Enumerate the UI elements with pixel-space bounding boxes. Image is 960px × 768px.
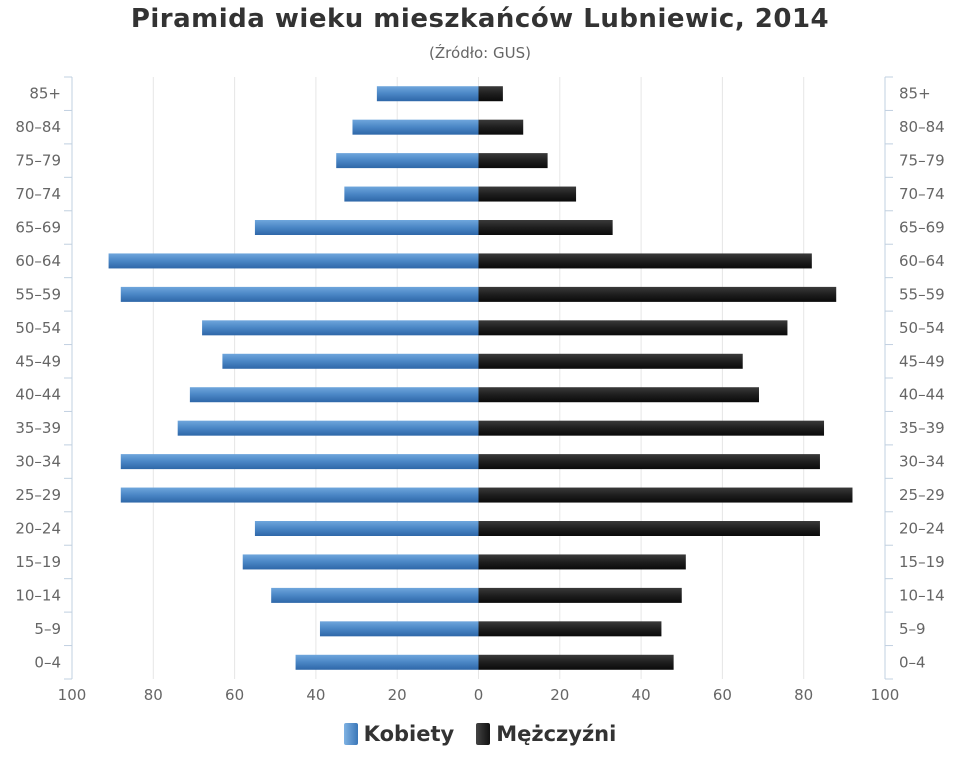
y-tick-label-left: 20–24 bbox=[15, 520, 61, 538]
y-tick-label-right: 10–14 bbox=[899, 586, 945, 604]
bar-female-20–24 bbox=[254, 521, 479, 536]
x-tick-label: 80 bbox=[794, 686, 813, 704]
bar-male-50–54 bbox=[478, 320, 788, 336]
bar-male-60–64 bbox=[478, 253, 812, 269]
x-tick-label: 60 bbox=[713, 686, 732, 704]
bar-female-60–64 bbox=[108, 253, 479, 269]
x-tick-label: 20 bbox=[550, 686, 569, 704]
y-tick-label-left: 5–9 bbox=[34, 620, 61, 638]
bar-male-15–19 bbox=[478, 554, 686, 570]
x-tick-label: 100 bbox=[58, 686, 87, 704]
legend: Kobiety Mężczyźni bbox=[0, 722, 960, 746]
y-tick-label-left: 50–54 bbox=[15, 319, 61, 337]
bar-female-75–79 bbox=[336, 153, 479, 169]
y-tick-label-right: 60–64 bbox=[899, 252, 945, 270]
y-tick-label-right: 70–74 bbox=[899, 185, 945, 203]
bar-male-55–59 bbox=[478, 286, 837, 302]
y-tick-label-right: 30–34 bbox=[899, 453, 945, 471]
bar-male-80–84 bbox=[478, 119, 524, 135]
x-tick-label: 100 bbox=[871, 686, 900, 704]
y-tick-label-right: 25–29 bbox=[899, 486, 945, 504]
y-tick-label-left: 40–44 bbox=[15, 386, 61, 404]
bar-female-40–44 bbox=[189, 387, 479, 403]
legend-swatch-male bbox=[476, 723, 491, 745]
bar-male-65–69 bbox=[478, 220, 613, 235]
y-tick-label-right: 40–44 bbox=[899, 386, 945, 404]
bar-female-30–34 bbox=[120, 454, 479, 470]
bar-female-15–19 bbox=[242, 554, 479, 570]
axes bbox=[64, 76, 893, 680]
y-tick-label-right: 85+ bbox=[899, 85, 931, 103]
y-tick-label-left: 55–59 bbox=[15, 285, 61, 303]
y-tick-label-left: 30–34 bbox=[15, 453, 61, 471]
bar-female-5–9 bbox=[319, 621, 479, 637]
y-tick-label-left: 45–49 bbox=[15, 352, 61, 370]
bar-female-55–59 bbox=[120, 286, 479, 302]
y-tick-label-left: 85+ bbox=[29, 85, 61, 103]
y-tick-label-right: 55–59 bbox=[899, 285, 945, 303]
bar-female-85+ bbox=[376, 86, 479, 102]
legend-item-male[interactable]: Mężczyźni bbox=[476, 722, 616, 746]
legend-item-female[interactable]: Kobiety bbox=[343, 722, 455, 746]
y-tick-label-left: 70–74 bbox=[15, 185, 61, 203]
y-tick-label-right: 80–84 bbox=[899, 118, 945, 136]
bar-female-35–39 bbox=[177, 420, 479, 436]
bar-male-20–24 bbox=[478, 521, 820, 536]
y-tick-label-left: 60–64 bbox=[15, 252, 61, 270]
legend-label-female: Kobiety bbox=[363, 722, 455, 746]
y-tick-label-right: 20–24 bbox=[899, 520, 945, 538]
x-tick-label: 80 bbox=[144, 686, 163, 704]
y-tick-label-right: 35–39 bbox=[899, 419, 945, 437]
bar-female-25–29 bbox=[120, 487, 479, 503]
y-tick-label-right: 5–9 bbox=[899, 620, 926, 638]
bar-male-85+ bbox=[478, 86, 503, 102]
bar-male-5–9 bbox=[478, 621, 662, 637]
x-tick-label: 20 bbox=[388, 686, 407, 704]
tick-labels: 100 80 60 40 20 0 20 40 60 80 100 0–4 0–4 5–9 5–9 10–14… bbox=[15, 85, 944, 704]
bar-female-45–49 bbox=[222, 353, 479, 369]
legend-label-male: Mężczyźni bbox=[496, 722, 617, 746]
chart-title: Piramida wieku mieszkańców Lubniewic, 20… bbox=[130, 4, 830, 34]
y-tick-label-right: 0–4 bbox=[899, 653, 926, 671]
x-tick-label: 40 bbox=[632, 686, 651, 704]
bar-female-80–84 bbox=[352, 119, 479, 135]
bar-male-40–44 bbox=[478, 387, 759, 403]
y-tick-label-left: 0–4 bbox=[34, 653, 61, 671]
y-tick-label-left: 15–19 bbox=[15, 553, 61, 571]
y-tick-label-left: 65–69 bbox=[15, 219, 61, 237]
bar-male-30–34 bbox=[478, 454, 820, 470]
y-tick-label-left: 75–79 bbox=[15, 152, 61, 170]
y-tick-label-left: 35–39 bbox=[15, 419, 61, 437]
bar-female-0–4 bbox=[295, 654, 479, 670]
chart-subtitle: (Źródło: GUS) bbox=[429, 44, 531, 62]
bars bbox=[108, 86, 853, 670]
bar-male-0–4 bbox=[478, 654, 674, 670]
y-tick-label-left: 25–29 bbox=[15, 486, 61, 504]
y-tick-label-right: 75–79 bbox=[899, 152, 945, 170]
x-tick-label: 0 bbox=[474, 686, 484, 704]
y-tick-label-left: 80–84 bbox=[15, 118, 61, 136]
bar-female-70–74 bbox=[344, 186, 479, 202]
y-tick-label-left: 10–14 bbox=[15, 586, 61, 604]
y-tick-label-right: 15–19 bbox=[899, 553, 945, 571]
bar-male-25–29 bbox=[478, 487, 853, 503]
y-tick-label-right: 65–69 bbox=[899, 219, 945, 237]
bar-male-75–79 bbox=[478, 153, 548, 169]
x-tick-label: 60 bbox=[225, 686, 244, 704]
bar-female-65–69 bbox=[254, 220, 479, 235]
bar-female-50–54 bbox=[202, 320, 479, 336]
bar-female-10–14 bbox=[271, 587, 479, 603]
bar-male-10–14 bbox=[478, 587, 682, 603]
bar-male-45–49 bbox=[478, 353, 743, 369]
legend-swatch-female bbox=[343, 723, 358, 745]
bar-male-70–74 bbox=[478, 186, 577, 202]
x-tick-label: 40 bbox=[306, 686, 325, 704]
bar-male-35–39 bbox=[478, 420, 825, 436]
y-tick-label-right: 50–54 bbox=[899, 319, 945, 337]
y-tick-label-right: 45–49 bbox=[899, 352, 945, 370]
